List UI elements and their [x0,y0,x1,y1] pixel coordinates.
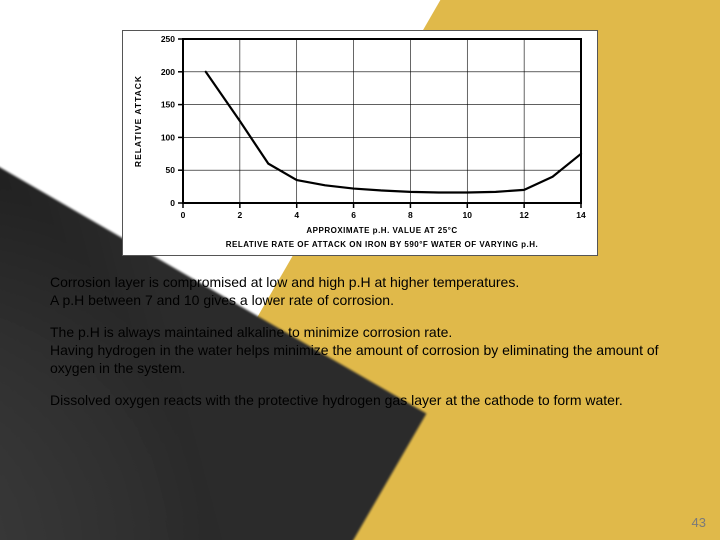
paragraph-1: Corrosion layer is compromised at low an… [50,274,670,310]
svg-text:RELATIVE RATE OF ATTACK ON IRO: RELATIVE RATE OF ATTACK ON IRON BY 590°F… [226,240,539,249]
svg-text:200: 200 [161,67,175,77]
para1-line2: A p.H between 7 and 10 gives a lower rat… [50,292,394,308]
svg-text:12: 12 [519,210,529,220]
para1-line1: Corrosion layer is compromised at low an… [50,274,519,290]
svg-text:14: 14 [576,210,586,220]
para2-line2: Having hydrogen in the water helps minim… [50,342,659,376]
svg-text:250: 250 [161,34,175,44]
paragraph-3: Dissolved oxygen reacts with the protect… [50,392,670,410]
svg-text:4: 4 [294,210,299,220]
svg-text:2: 2 [237,210,242,220]
svg-text:RELATIVE ATTACK: RELATIVE ATTACK [133,75,143,167]
chart-svg: 0 2 4 6 8 10 12 14 0 50 100 150 200 250 APPROXIMATE p.… [123,31,597,255]
svg-text:150: 150 [161,100,175,110]
content-layer: 0 2 4 6 8 10 12 14 0 50 100 150 200 250 APPROXIMATE p.… [0,0,720,540]
corrosion-chart: 0 2 4 6 8 10 12 14 0 50 100 150 200 250 APPROXIMATE p.… [122,30,598,256]
page-number: 43 [692,515,706,530]
svg-text:10: 10 [463,210,473,220]
svg-text:100: 100 [161,132,175,142]
body-text: Corrosion layer is compromised at low an… [50,274,670,423]
svg-text:APPROXIMATE p.H. VALUE AT 25°C: APPROXIMATE p.H. VALUE AT 25°C [306,226,457,235]
para2-line1: The p.H is always maintained alkaline to… [50,324,452,340]
paragraph-2: The p.H is always maintained alkaline to… [50,324,670,378]
svg-text:0: 0 [181,210,186,220]
svg-text:8: 8 [408,210,413,220]
svg-text:6: 6 [351,210,356,220]
svg-text:0: 0 [170,198,175,208]
svg-text:50: 50 [166,165,176,175]
